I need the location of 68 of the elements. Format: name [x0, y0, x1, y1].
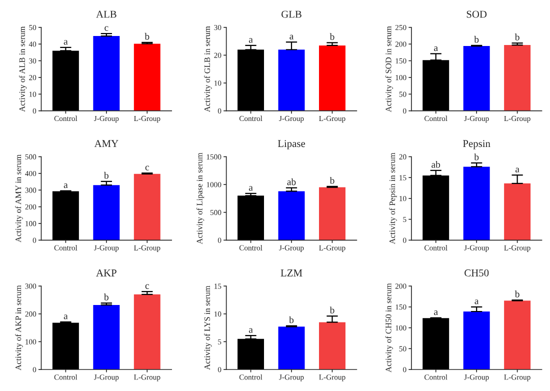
bar — [504, 45, 531, 111]
y-axis-title: Activity of Pepsin in serum — [389, 152, 397, 244]
annotation: b — [330, 33, 334, 40]
annotation: b — [330, 306, 334, 314]
bar — [463, 312, 490, 370]
annotation: b — [144, 32, 150, 40]
y-axis-title: Activity of LYS in serum — [204, 286, 212, 370]
chart-title: SOD — [466, 10, 487, 18]
bar — [93, 304, 120, 370]
bar — [93, 185, 120, 240]
chart-title: Lipase — [278, 140, 306, 150]
chart-title: CH50 — [464, 269, 489, 276]
annotation: b — [474, 36, 479, 43]
bar — [52, 322, 79, 370]
chart-title: AMY — [94, 140, 118, 147]
annotation: ab — [287, 178, 296, 186]
annotation: a — [64, 314, 68, 320]
bar — [318, 322, 346, 370]
bar — [93, 36, 120, 111]
annotation: b — [104, 294, 108, 300]
bar — [318, 187, 346, 240]
y-axis-title: Activity of Lipase in serum — [196, 152, 204, 244]
chart-title: ALB — [96, 10, 116, 18]
bar — [238, 196, 264, 240]
bar — [134, 44, 160, 111]
annotation: ab — [432, 160, 440, 168]
bar — [463, 46, 490, 111]
annotation: c — [104, 26, 108, 31]
annotation: a — [248, 328, 253, 333]
annotation: a — [434, 46, 438, 52]
bar — [504, 183, 531, 240]
y-axis-title: Activity of AKP in serum — [15, 285, 23, 370]
annotation: a — [248, 38, 253, 43]
annotation: b — [514, 34, 520, 40]
chart-title: GLB — [282, 10, 302, 18]
annotation: c — [145, 166, 150, 170]
y-axis-title: Activity of AMY in serum — [15, 154, 23, 242]
annotation: a — [248, 186, 253, 191]
annotation: a — [64, 183, 68, 188]
bar — [422, 318, 450, 370]
bar — [52, 191, 79, 240]
chart-title: LZM — [280, 270, 302, 276]
y-axis-title: Activity of ALB in serum — [19, 26, 27, 112]
annotation: a — [290, 34, 294, 40]
annotation: b — [104, 172, 108, 179]
annotation: b — [514, 290, 520, 298]
y-axis-title: Activity of CH50 in serum — [385, 283, 394, 372]
bar — [134, 294, 160, 370]
bar — [422, 175, 450, 240]
annotation: c — [145, 284, 150, 289]
bar — [278, 191, 305, 240]
bar — [238, 338, 264, 370]
annotation: b — [330, 176, 334, 184]
annotation: a — [515, 168, 520, 172]
y-axis-title: Activity of GLB in serum — [204, 26, 212, 112]
y-axis-title: Activity of SOD in serum — [385, 26, 394, 112]
bar — [134, 174, 160, 240]
annotation: a — [474, 300, 479, 304]
annotation: b — [289, 316, 294, 324]
bar — [278, 326, 305, 370]
bar — [52, 50, 79, 111]
annotation: a — [434, 310, 438, 316]
bar — [504, 300, 531, 370]
chart-title: AKP — [96, 269, 116, 276]
chart-title: Pepsin — [462, 140, 490, 150]
annotation: a — [64, 40, 68, 45]
bar — [463, 166, 490, 240]
annotation: b — [474, 153, 479, 160]
